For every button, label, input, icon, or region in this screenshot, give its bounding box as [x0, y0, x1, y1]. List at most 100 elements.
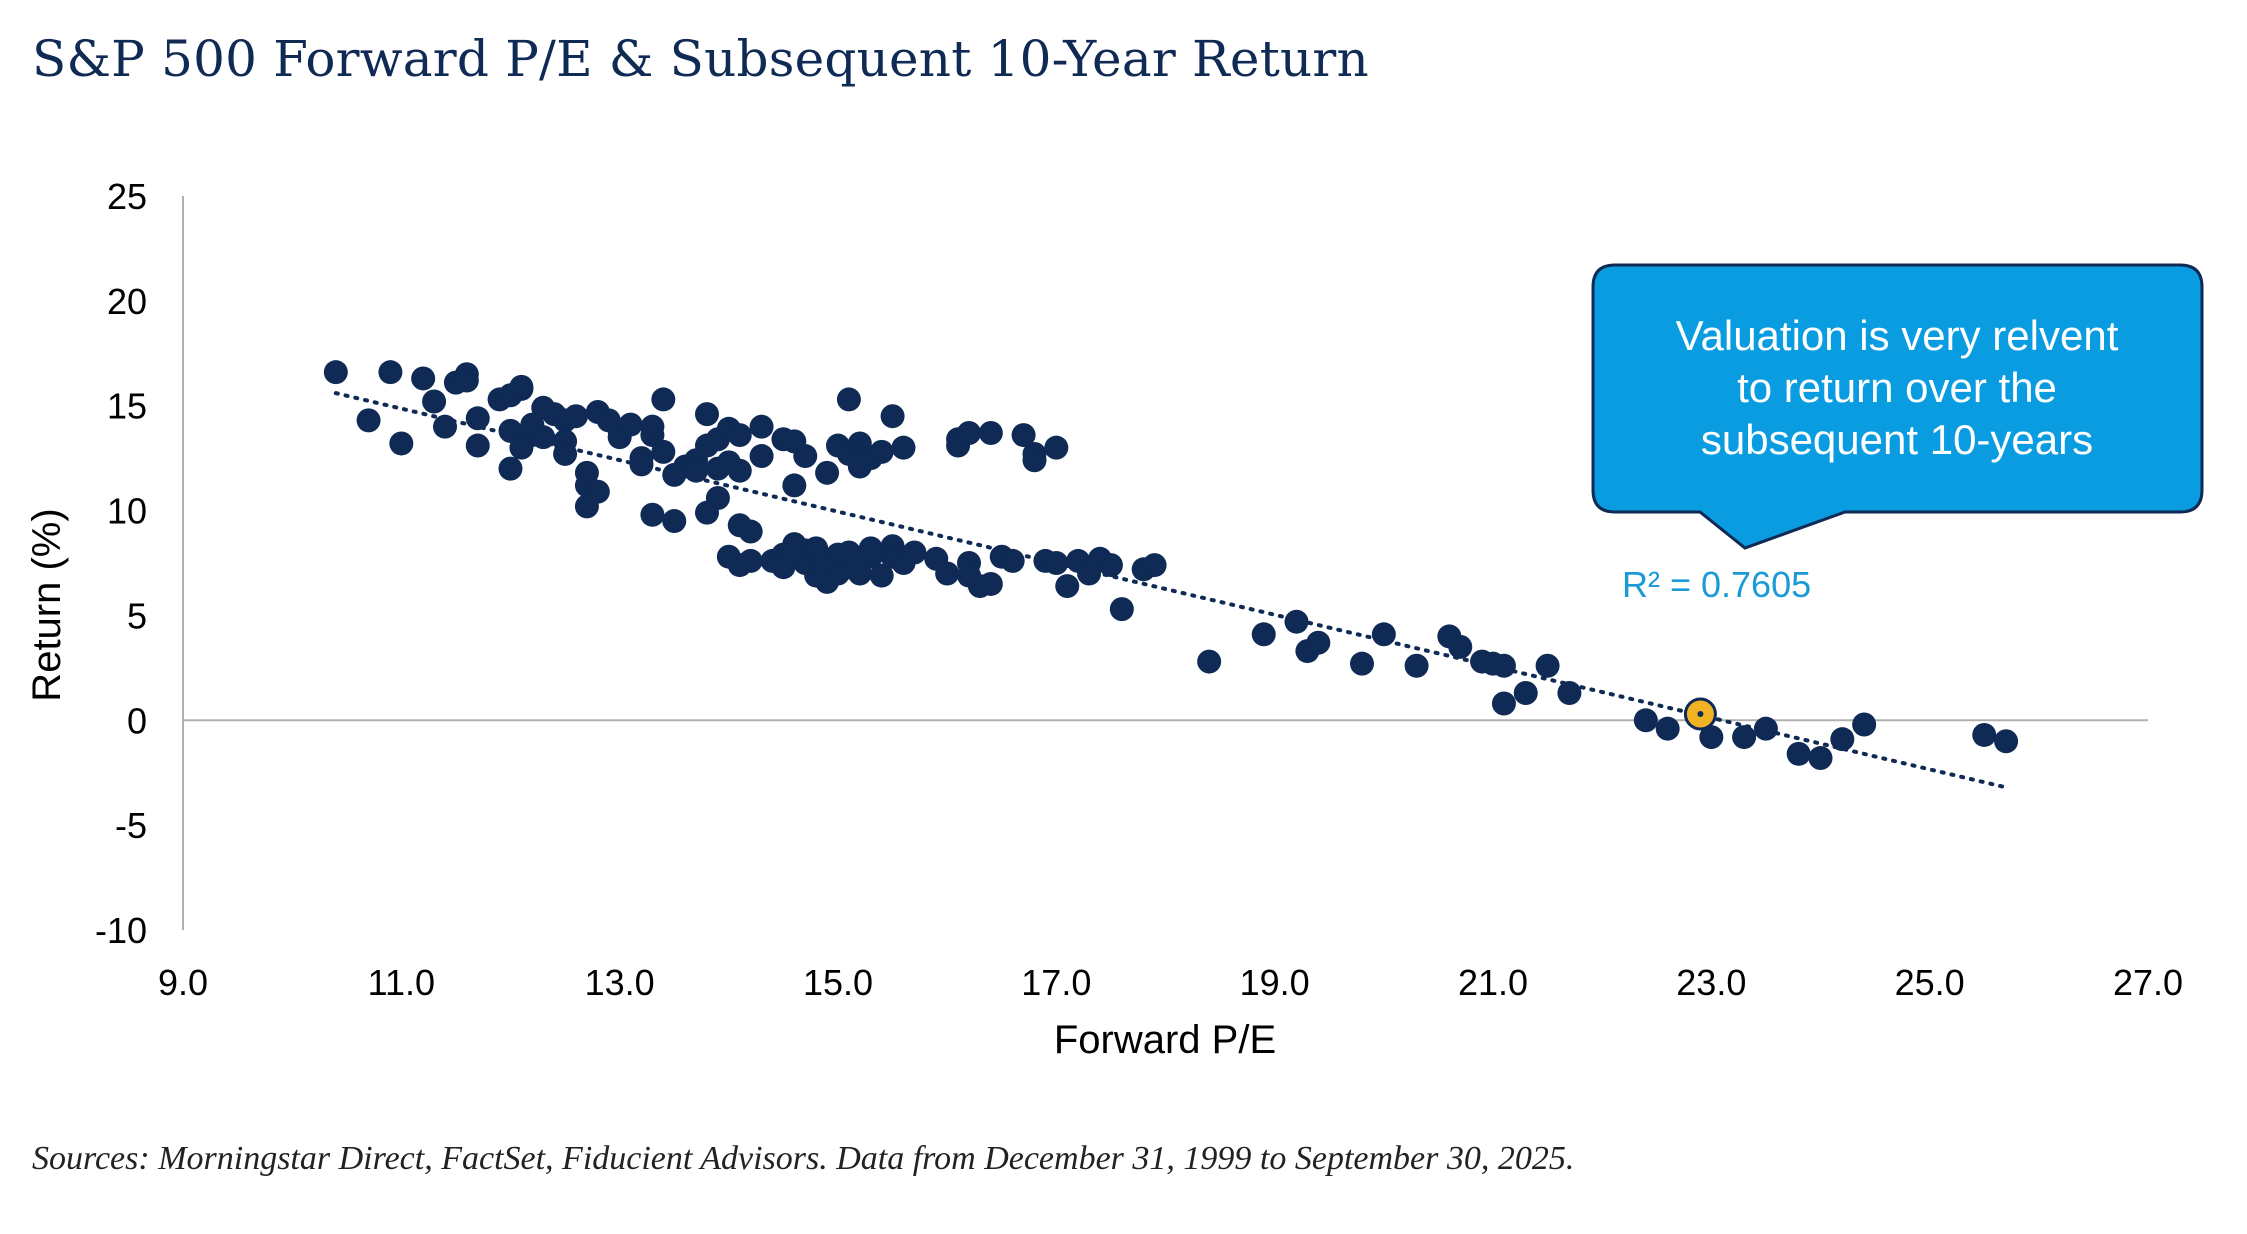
data-point [1142, 553, 1167, 578]
data-point [891, 435, 916, 460]
data-point [836, 387, 861, 412]
data-point [935, 561, 960, 586]
data-point [640, 502, 665, 527]
trendline [333, 391, 2009, 790]
data-point [1699, 725, 1724, 750]
data-point [389, 431, 414, 456]
data-point [782, 473, 807, 498]
data-point [509, 374, 534, 399]
data-point [727, 458, 752, 483]
callout: Valuation is very relvent to return over… [1591, 263, 2204, 550]
data-point [422, 389, 447, 414]
data-point [793, 444, 818, 469]
data-point [695, 402, 719, 427]
data-point [465, 406, 490, 431]
data-point [1753, 716, 1778, 741]
x-tick-label: 17.0 [1021, 962, 1091, 1003]
x-tick-label: 13.0 [585, 962, 655, 1003]
x-tick-label: 15.0 [803, 962, 873, 1003]
y-tick-label: 0 [127, 700, 147, 741]
data-point [738, 548, 763, 573]
data-point [574, 460, 599, 485]
x-tick-label: 11.0 [368, 962, 435, 1003]
data-point [749, 444, 774, 469]
data-point [1830, 727, 1855, 752]
data-point [629, 452, 654, 477]
data-point [1098, 553, 1123, 578]
data-point [564, 404, 588, 429]
data-point [749, 414, 774, 439]
data-point [1251, 622, 1276, 647]
data-point [1306, 630, 1331, 655]
chart-title: S&P 500 Forward P/E & Subsequent 10-Year… [32, 30, 1369, 88]
y-tick-label: 10 [107, 491, 147, 532]
x-tick-label: 23.0 [1676, 962, 1746, 1003]
data-point [378, 360, 403, 385]
trendline-group [333, 391, 2009, 790]
callout-line-2: to return over the [1737, 364, 2057, 411]
data-point [553, 441, 578, 466]
data-point [1197, 649, 1222, 674]
callout-line-3: subsequent 10-years [1701, 416, 2093, 463]
data-point [815, 460, 840, 485]
data-point [531, 425, 556, 450]
data-point [1655, 716, 1680, 741]
data-point [1633, 708, 1658, 733]
data-point [356, 408, 381, 433]
data-point [323, 360, 348, 385]
data-point [1044, 435, 1069, 460]
x-axis: 9.0 11.0 13.0 15.0 17.0 19.0 21.0 23.0 25.0 27.0 [158, 719, 2183, 1003]
data-point [727, 423, 752, 448]
y-tick-label: 15 [107, 386, 147, 427]
y-axis-label: Return (%) [25, 508, 69, 701]
data-point [1011, 423, 1036, 448]
data-point [880, 404, 905, 429]
highlight-point-center [1697, 710, 1704, 717]
y-tick-label: 5 [127, 595, 147, 636]
data-point [869, 439, 894, 464]
data-point [651, 439, 676, 464]
data-point [1022, 448, 1047, 473]
data-point [640, 414, 665, 439]
y-tick-label: 25 [107, 176, 147, 217]
data-point [695, 500, 719, 525]
data-point [1852, 712, 1877, 737]
data-point [585, 479, 610, 504]
x-tick-label: 19.0 [1240, 962, 1310, 1003]
data-point [978, 571, 1003, 596]
data-point [411, 366, 436, 391]
data-point [684, 458, 709, 483]
y-tick-label: -10 [95, 910, 147, 951]
data-point [454, 368, 479, 393]
data-point [1044, 551, 1069, 575]
data-point [1732, 725, 1757, 750]
data-point [662, 509, 687, 534]
data-point [1109, 597, 1134, 622]
data-point [978, 420, 1003, 445]
x-axis-label: Forward P/E [1054, 1018, 1276, 1062]
x-tick-label: 21.0 [1458, 962, 1528, 1003]
data-point [1513, 681, 1538, 706]
callout-bubble [1591, 263, 2204, 550]
data-point [1972, 722, 1997, 747]
source-note: Sources: Morningstar Direct, FactSet, Fi… [32, 1140, 1575, 1177]
data-point [1055, 574, 1080, 599]
data-point [498, 456, 523, 481]
data-point [651, 387, 676, 412]
points-group [323, 360, 2019, 771]
data-point [1535, 653, 1560, 678]
y-tick-label: 20 [107, 281, 147, 322]
x-tick-label: 25.0 [1895, 962, 1965, 1003]
data-point [1448, 634, 1473, 659]
x-tick-label: 9.0 [158, 962, 208, 1003]
data-point [618, 412, 643, 437]
data-point [902, 540, 927, 565]
data-point [1786, 741, 1811, 766]
data-point [738, 519, 763, 544]
callout-line-1: Valuation is very relvent [1676, 312, 2119, 359]
data-point [465, 433, 490, 458]
data-point [1491, 691, 1516, 716]
data-point [1284, 609, 1309, 634]
data-point [1371, 622, 1396, 647]
